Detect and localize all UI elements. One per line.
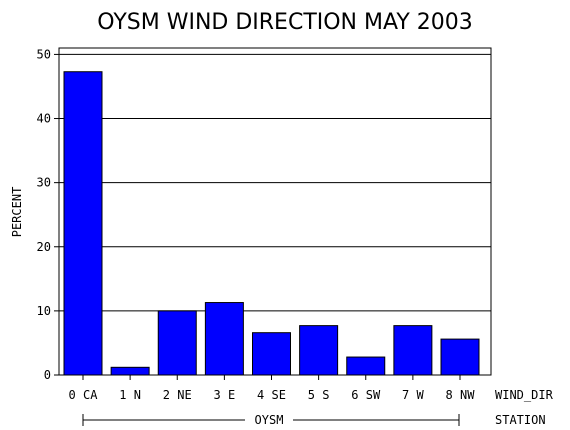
bars [63,71,480,376]
bar-6-sw [346,356,386,376]
y-tick-label: 20 [37,240,51,254]
x-axis: 0 CA 1 N 2 NE 3 E 4 SE 5 S 6 SW 7 W 8 NW [69,375,476,402]
y-tick-label: 50 [37,47,51,61]
x-tick-label: 6 SW [351,388,381,402]
group-axis-label: STATION [495,413,546,427]
bar-5-s [299,325,339,376]
chart-title: OYSM WIND DIRECTION MAY 2003 [97,10,473,35]
x-tick-label: 8 NW [446,388,476,402]
x-tick-label: 1 N [119,388,141,402]
x-tick-label: 2 NE [163,388,192,402]
x-tick-label: 7 W [402,388,424,402]
bar-8-nw [440,338,480,376]
x-tick-label: 4 SE [257,388,286,402]
y-tick-label: 30 [37,176,51,190]
bar-7-w [393,325,433,376]
y-axis-label: PERCENT [10,187,24,238]
y-tick-label: 0 [44,368,51,382]
x-axis-label: WIND_DIR [495,388,554,402]
y-axis: 0 10 20 30 40 50 [37,47,59,382]
gridlines [59,53,491,312]
bar-3-e [204,302,244,376]
x-tick-label: 0 CA [69,388,99,402]
bar-4-se [252,332,291,376]
x-tick-label: 3 E [214,388,236,402]
x-tick-label: 5 S [308,388,330,402]
y-tick-label: 40 [37,112,51,126]
bar-2-ne [157,310,197,376]
bar-0-ca [63,71,103,376]
station-group: OYSM [82,413,460,427]
bar-1-n [110,366,150,376]
y-tick-label: 10 [37,304,51,318]
group-label: OYSM [255,413,284,427]
